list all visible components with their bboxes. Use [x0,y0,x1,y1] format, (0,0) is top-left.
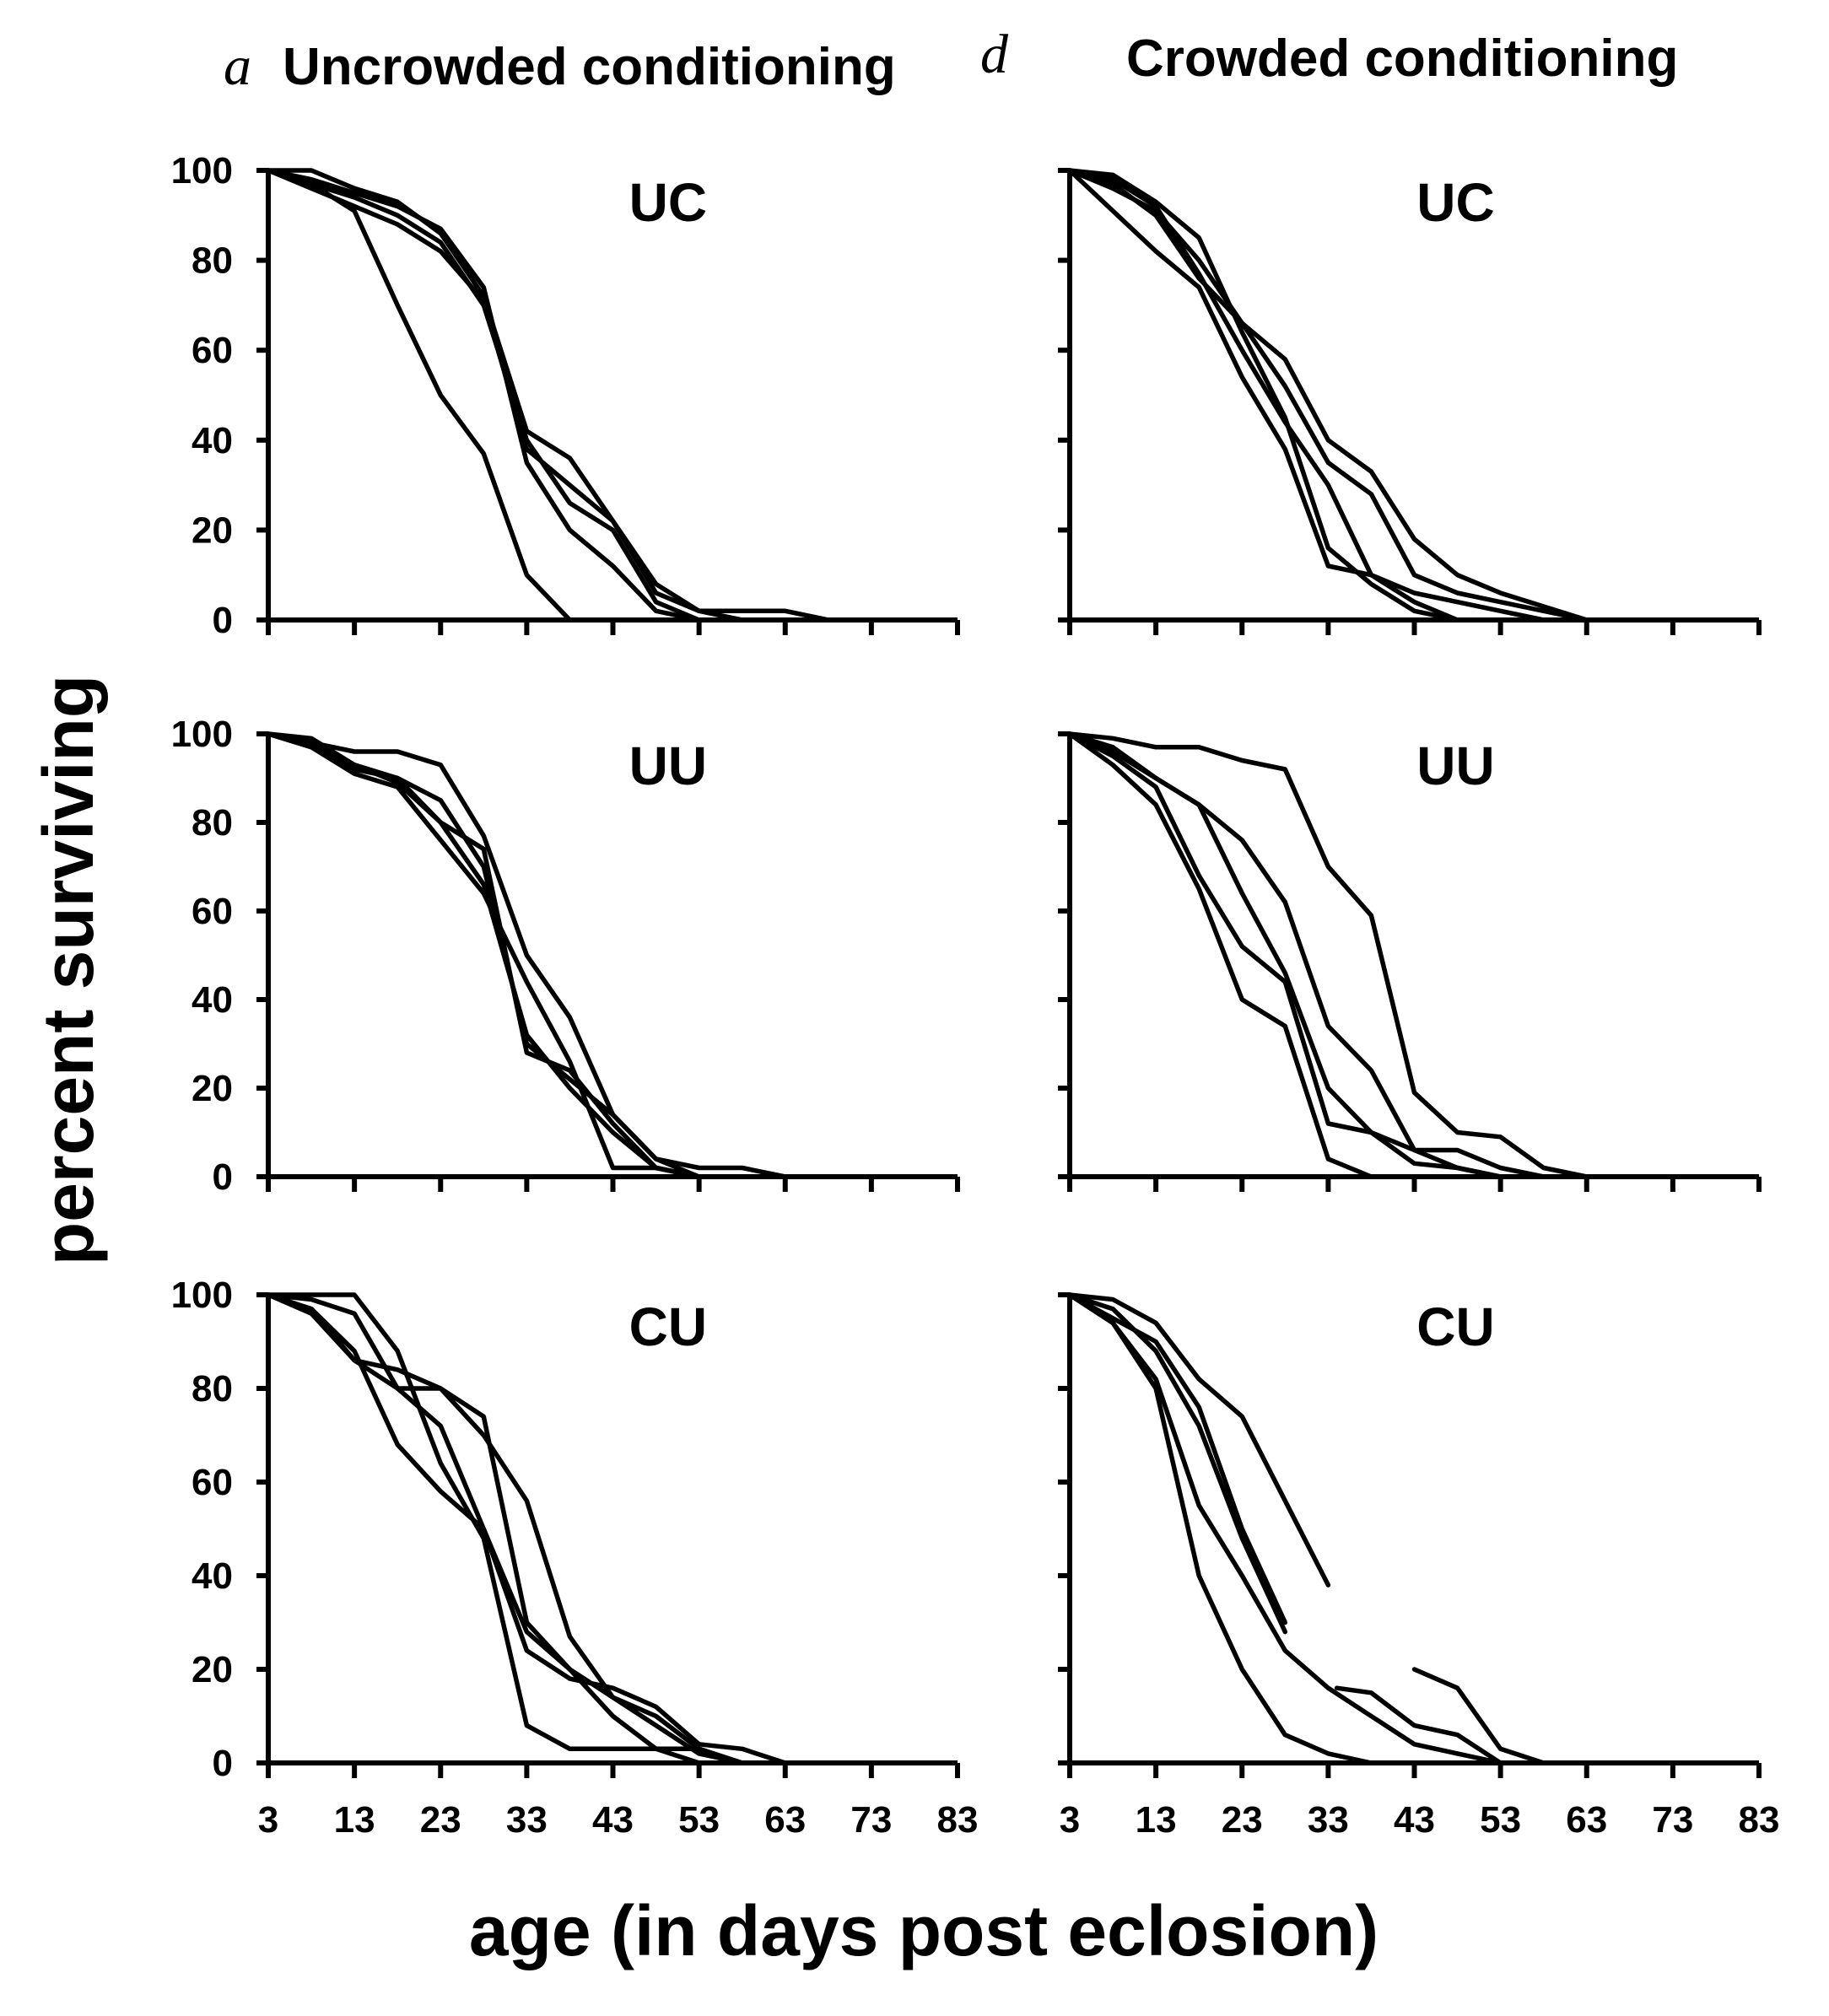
x-tick-label: 13 [334,1799,375,1841]
y-axis-label: percent surviving [29,675,108,1265]
column-letter-a: a [224,35,251,97]
y-tick-label: 80 [192,802,233,844]
y-tick-label: 60 [192,330,233,371]
x-tick-label: 23 [420,1799,461,1841]
x-tick-label: 53 [1480,1799,1521,1841]
x-tick-label: 23 [1222,1799,1263,1841]
y-tick-label: 40 [192,420,233,461]
y-tick-label: 60 [192,891,233,932]
y-tick-label: 0 [213,600,233,641]
panel-label-uu-uncrowded: UU [629,736,707,796]
x-tick-label: 33 [506,1799,548,1841]
y-tick-label: 100 [171,714,233,755]
y-tick-label: 40 [192,1555,233,1597]
x-tick-label: 73 [850,1799,892,1841]
series-line-1 [266,168,831,623]
series-line-1 [266,731,788,1179]
panel-label-cu-crowded: CU [1416,1296,1494,1357]
y-tick-label: 100 [171,150,233,191]
panel-cu-crowded: 3 13 23 33 43 53 63 73 83 CU [1058,1292,1780,1841]
series-line-2 [1067,168,1589,623]
series-line-1 [1067,731,1589,1179]
series-line-3 [1067,168,1589,623]
y-tick-label: 0 [213,1156,233,1198]
series-line-4 [1067,168,1589,623]
series-line-4 [266,1292,788,1765]
y-tick-label: 0 [213,1743,233,1784]
series-line-2 [1067,1292,1546,1765]
y-tick-label: 80 [192,240,233,282]
column-letter-d: d [980,24,1009,85]
series-line-1 [1067,168,1589,623]
series-line-3 [266,1292,788,1765]
x-tick-label: 73 [1652,1799,1693,1841]
series-line-2 [266,168,831,623]
series-line-3 [266,168,831,623]
series-line-5 [1067,168,1589,623]
x-tick-label: 83 [1739,1799,1780,1841]
x-tick-label: 83 [937,1799,979,1841]
column-title-uncrowded: Uncrowded conditioning [283,38,896,96]
panel-grid: 0 20 40 60 80 100 UC UC 0 20 40 60 80 100 UU UU 0 20 40 60 8… [171,150,1780,1841]
x-tick-label: 53 [678,1799,720,1841]
series-line-5 [266,731,788,1179]
panel-label-cu-uncrowded: CU [629,1296,707,1357]
y-tick-label: 20 [192,509,233,551]
x-tick-label: 43 [592,1799,634,1841]
panel-label-uc-uncrowded: UC [629,172,707,233]
series-line-2 [266,1292,788,1765]
series-line-7 [1411,1667,1546,1765]
y-tick-label: 80 [192,1368,233,1410]
series-line-4 [266,168,831,623]
x-tick-label: 43 [1394,1799,1435,1841]
x-tick-label: 33 [1308,1799,1349,1841]
panel-label-uu-crowded: UU [1416,736,1494,796]
series-line-2 [1067,731,1589,1179]
series-line-6 [1334,1685,1546,1765]
x-tick-label: 3 [258,1799,278,1841]
y-tick-label: 20 [192,1649,233,1690]
y-tick-label: 100 [171,1275,233,1316]
panel-uc-uncrowded: 0 20 40 60 80 100 UC [171,150,960,641]
y-tick-label: 60 [192,1462,233,1503]
series-line-3 [1067,1292,1288,1635]
series-line-5 [1067,1292,1288,1625]
x-tick-label: 13 [1136,1799,1177,1841]
y-tick-label: 40 [192,979,233,1021]
series-line-5 [266,1292,788,1765]
column-title-crowded: Crowded conditioning [1126,30,1678,88]
x-tick-label: 3 [1060,1799,1080,1841]
series-line-3 [1067,731,1589,1179]
panel-uu-crowded: UU [1058,731,1762,1192]
series-line-4 [1067,1292,1331,1587]
panel-cu-uncrowded: 0 20 40 60 80 100 3 13 23 33 43 53 63 73 83 CU [171,1275,979,1841]
x-axis-label: age (in days post eclosion) [469,1891,1378,1970]
panel-uu-uncrowded: 0 20 40 60 80 100 UU [171,714,960,1198]
series-line-5 [1067,731,1589,1179]
series-line-1 [266,1292,788,1765]
x-tick-label: 63 [764,1799,806,1841]
x-tick-label: 63 [1566,1799,1607,1841]
series-line-5 [266,168,831,623]
panel-uc-crowded: UC [1058,168,1762,635]
panel-label-uc-crowded: UC [1416,172,1494,233]
series-line-4 [1067,731,1589,1179]
y-tick-label: 20 [192,1068,233,1109]
